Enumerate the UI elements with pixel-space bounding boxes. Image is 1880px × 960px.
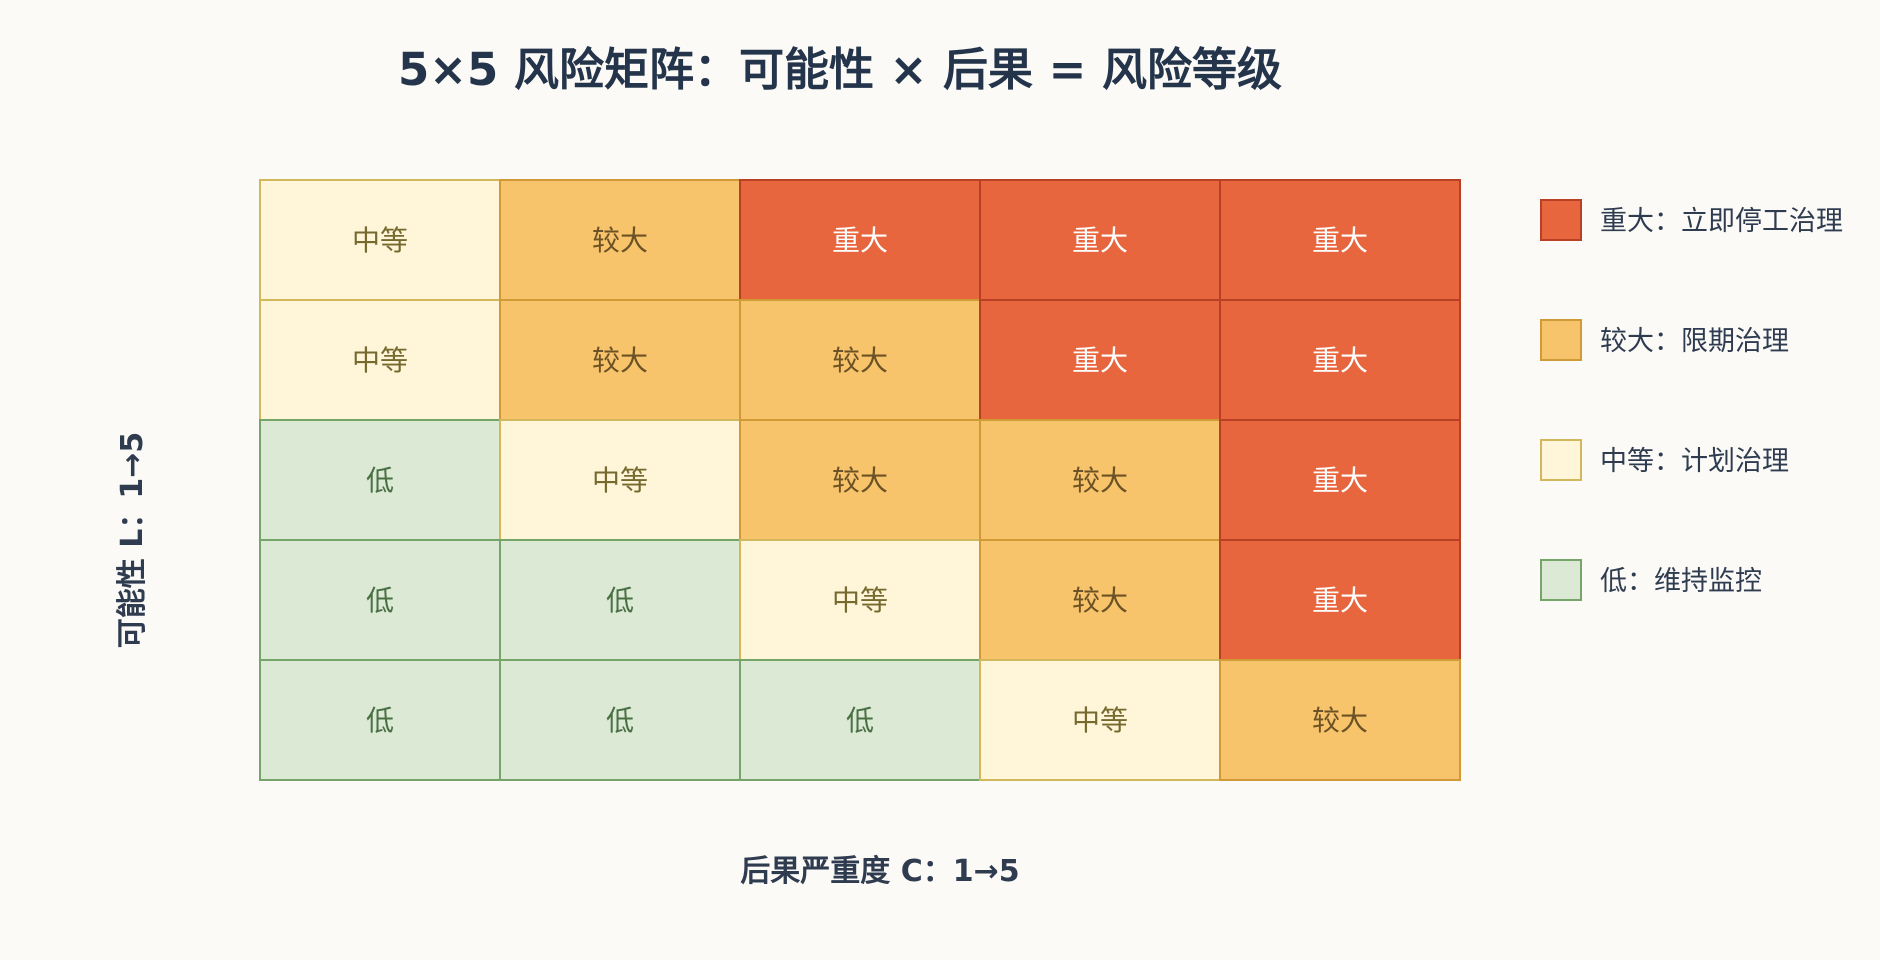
matrix-cell [499, 179, 741, 301]
matrix-cells [259, 179, 1461, 781]
matrix-cell-label: 中等 [592, 464, 648, 497]
matrix-cell-label: 重大 [1072, 224, 1128, 257]
matrix-cell [1219, 659, 1461, 781]
matrix-cell-label: 重大 [1312, 344, 1368, 377]
y-axis-label: 可能性 L：1→5 [115, 432, 150, 648]
x-axis-label: 后果严重度 C：1→5 [740, 854, 1019, 889]
chart-title: 5×5 风险矩阵：可能性 × 后果 = 风险等级 [398, 43, 1282, 96]
legend-label: 较大：限期治理 [1600, 326, 1789, 357]
legend-swatch [1540, 319, 1582, 361]
matrix-cell [739, 539, 981, 661]
legend-label: 低：维持监控 [1600, 566, 1762, 597]
matrix-cell-label: 重大 [1072, 344, 1128, 377]
legend-swatch [1540, 199, 1582, 241]
matrix-cell [1219, 539, 1461, 661]
matrix-cell-label: 中等 [1072, 704, 1128, 737]
matrix-cell-label: 较大 [1072, 464, 1128, 497]
matrix-cell [259, 179, 501, 301]
matrix-cell-label: 低 [606, 704, 634, 737]
matrix-cell [979, 419, 1221, 541]
matrix-cell [739, 299, 981, 421]
matrix-cell [1219, 419, 1461, 541]
matrix-cell-label: 较大 [1312, 704, 1368, 737]
matrix-cell-label: 较大 [832, 464, 888, 497]
matrix-cell-label: 中等 [832, 584, 888, 617]
matrix-cell-label: 低 [846, 704, 874, 737]
matrix-cell [979, 539, 1221, 661]
matrix-cell [499, 539, 741, 661]
matrix-cell-label: 低 [366, 704, 394, 737]
matrix-cell-label: 较大 [1072, 584, 1128, 617]
matrix-cell-label: 较大 [592, 344, 648, 377]
matrix-cell [259, 299, 501, 421]
matrix-cell-label: 中等 [352, 224, 408, 257]
matrix-cell-label: 中等 [352, 344, 408, 377]
matrix-cell [739, 419, 981, 541]
matrix-cell-label: 重大 [1312, 224, 1368, 257]
matrix-cell-label: 低 [366, 464, 394, 497]
matrix-cell-label: 低 [606, 584, 634, 617]
matrix-cell [499, 659, 741, 781]
matrix-cell-labels: 中等 较大 重大 重大 重大中等 较大 较大 重大 重大低 中等 较大 较大 重大低低中等 较大 重大低低低… [352, 224, 1368, 737]
matrix-cell [259, 539, 501, 661]
matrix-cell-label: 重大 [1312, 584, 1368, 617]
matrix-cell-label: 较大 [832, 344, 888, 377]
matrix-cell [259, 659, 501, 781]
matrix-cell [739, 179, 981, 301]
legend-swatch [1540, 439, 1582, 481]
matrix-cell [739, 659, 981, 781]
matrix-cell-label: 低 [366, 584, 394, 617]
matrix-cell-label: 重大 [1312, 464, 1368, 497]
matrix-cell [1219, 299, 1461, 421]
legend-label: 重大：立即停工治理 [1600, 206, 1843, 237]
legend-swatch [1540, 559, 1582, 601]
matrix-cell [1219, 179, 1461, 301]
matrix-cell-label: 重大 [832, 224, 888, 257]
legend-label: 中等：计划治理 [1600, 446, 1789, 477]
matrix-cell [979, 179, 1221, 301]
matrix-cell [499, 419, 741, 541]
matrix-cell-label: 较大 [592, 224, 648, 257]
